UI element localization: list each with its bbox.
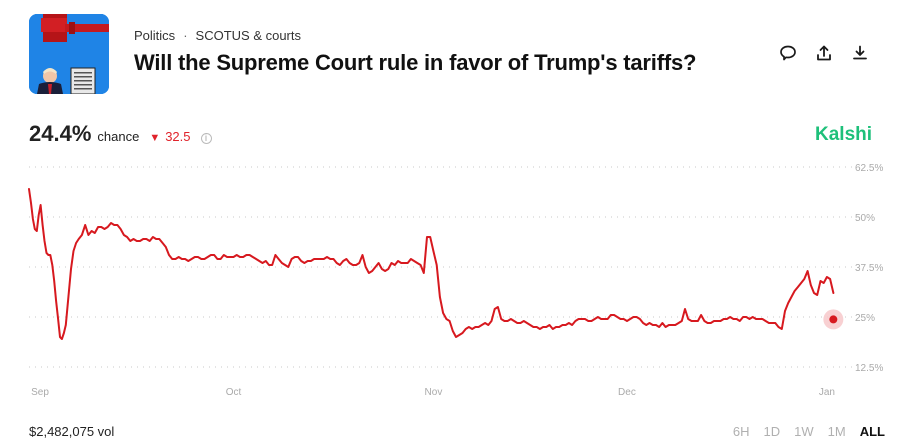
x-tick-label: Sep	[31, 387, 49, 398]
breadcrumb-politics[interactable]: Politics	[134, 28, 176, 43]
probability-value: 24.4%	[29, 121, 92, 146]
probability-change: ▼ 32.5	[149, 129, 190, 144]
gavel-illustration-icon	[29, 14, 109, 94]
y-tick-label: 50%	[855, 213, 875, 224]
x-tick-label: Nov	[425, 387, 443, 398]
header-actions	[778, 43, 870, 63]
chance-label: chance	[97, 129, 140, 144]
market-thumbnail	[29, 14, 109, 94]
range-6h[interactable]: 6H	[732, 424, 750, 439]
info-icon[interactable]: i	[200, 133, 212, 144]
kalshi-logo: Kalshi	[815, 124, 873, 145]
breadcrumb: Politics · SCOTUS & courts	[134, 28, 301, 43]
price-history-chart[interactable]: 62.5% 50% 37.5% 25% 12.5% Sep Oct Nov Dec Jan	[0, 150, 917, 410]
probability-summary: 24.4% chance ▼ 32.5 i	[29, 121, 212, 147]
x-tick-label: Dec	[618, 387, 636, 398]
x-axis: Sep Oct Nov Dec Jan	[31, 387, 835, 398]
y-tick-label: 12.5%	[855, 363, 883, 374]
delta-value: 32.5	[165, 129, 191, 144]
y-axis: 62.5% 50% 37.5% 25% 12.5%	[855, 163, 883, 374]
range-1m[interactable]: 1M	[827, 424, 846, 439]
share-icon	[817, 45, 831, 61]
range-1d[interactable]: 1D	[763, 424, 781, 439]
y-tick-label: 25%	[855, 313, 875, 324]
y-tick-label: 62.5%	[855, 163, 883, 174]
time-range-selector: 6H 1D 1W 1M ALL	[733, 424, 885, 439]
comment-button[interactable]	[778, 43, 798, 63]
share-button[interactable]	[814, 43, 834, 63]
down-arrow-icon: ▼	[149, 132, 161, 144]
x-tick-label: Oct	[226, 387, 242, 398]
download-button[interactable]	[850, 43, 870, 63]
breadcrumb-separator: ·	[183, 28, 188, 43]
series-line	[28, 188, 835, 340]
y-tick-label: 37.5%	[855, 263, 883, 274]
chart-grid	[29, 166, 852, 368]
range-1w[interactable]: 1W	[794, 424, 814, 439]
market-title: Will the Supreme Court rule in favor of …	[134, 50, 697, 75]
range-all[interactable]: ALL	[859, 424, 885, 439]
comment-icon	[780, 45, 796, 61]
breadcrumb-scotus-courts[interactable]: SCOTUS & courts	[195, 28, 301, 43]
download-icon	[853, 45, 867, 60]
current-point-marker	[829, 315, 838, 324]
volume-label: $2,482,075 vol	[29, 424, 115, 439]
x-tick-label: Jan	[819, 387, 835, 398]
